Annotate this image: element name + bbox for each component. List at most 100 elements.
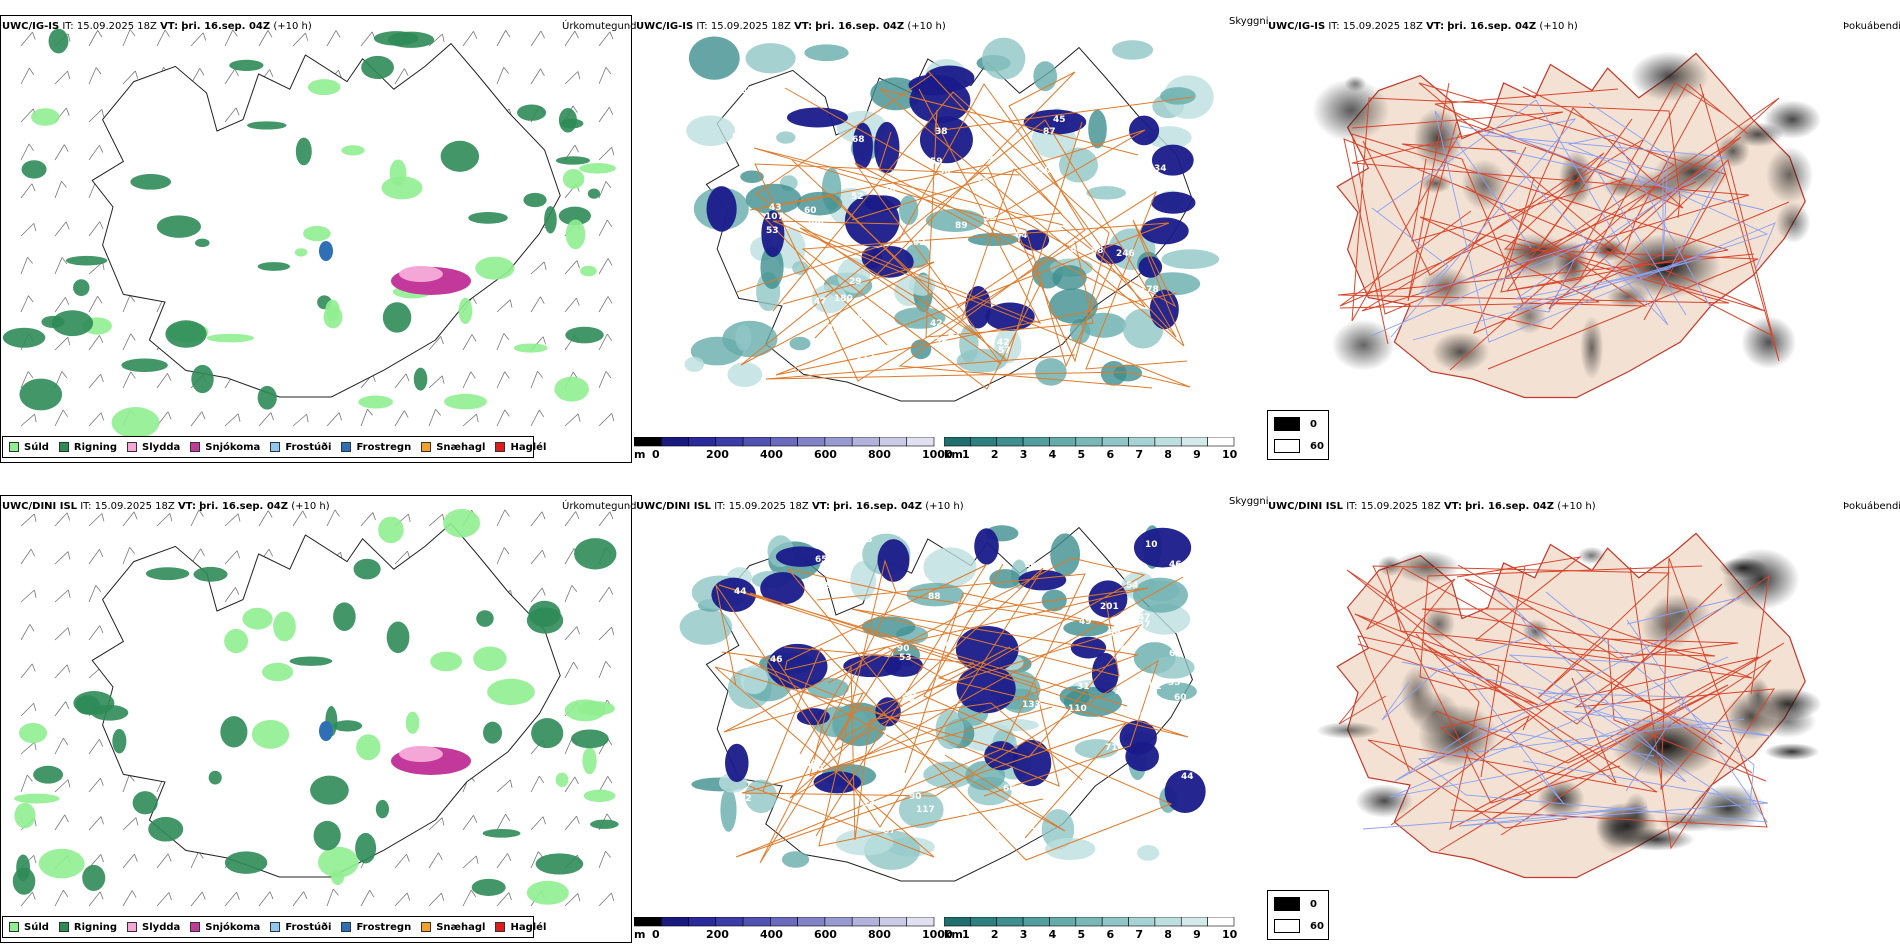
legend-item: Súld xyxy=(9,442,49,453)
colorbar-segment xyxy=(715,436,744,447)
colorbar-tick: 1 xyxy=(962,448,970,461)
visibility-colorbar: km 1 2 3 4 5 6 7 8 9 10 xyxy=(943,916,1244,951)
colorbar-tick: 6 xyxy=(1106,928,1115,941)
peak-label: 87 xyxy=(1043,127,1056,137)
legend-label: Snjókoma xyxy=(205,921,261,933)
colorbar-segment xyxy=(1180,916,1208,927)
legend-swatch xyxy=(58,442,69,452)
peak-label: 47 xyxy=(1072,98,1085,108)
colorbar-tick: 4 xyxy=(1048,448,1057,461)
colorbar-segment xyxy=(770,916,798,927)
colorbar-unit: km xyxy=(944,448,963,461)
peak-label: 46 xyxy=(1169,560,1182,570)
colorbar-segment xyxy=(851,916,880,927)
colorbar-tick: 400 xyxy=(760,928,783,941)
legend-label: Frostúði xyxy=(285,921,332,933)
legend-item: Súld xyxy=(9,922,49,933)
colorbar-tick: 200 xyxy=(706,928,729,941)
precip-type-map-2[interactable] xyxy=(0,495,632,943)
colorbar-segment xyxy=(1075,436,1103,447)
peak-label: 88 xyxy=(741,86,754,96)
fog-map-2[interactable] xyxy=(1266,516,1866,916)
peak-label: 36 xyxy=(976,177,989,187)
panel-title: UWC/DINI ISL IT: 15.09.2025 18Z VT: þri.… xyxy=(2,501,330,512)
colorbar-tick: 800 xyxy=(868,448,891,461)
peak-label: 42 xyxy=(1115,688,1128,698)
colorbar-segment xyxy=(943,916,971,927)
fog-title: Þokuábendi xyxy=(1843,21,1900,32)
precip-areas xyxy=(2,28,616,439)
colorbar-unit: m xyxy=(634,928,646,941)
colorbar-segment xyxy=(1075,916,1103,927)
fog-legend-swatch xyxy=(1274,417,1300,431)
legend-label: Rigning xyxy=(73,921,118,933)
legend-label: Haglél xyxy=(510,441,547,453)
colorbar-segment xyxy=(1049,916,1077,927)
peak-label: 53 xyxy=(766,226,779,236)
peak-label: 37 xyxy=(904,692,917,702)
colorbar-segment xyxy=(1101,436,1129,447)
peak-label: 62 xyxy=(1140,711,1153,721)
peak-label: 63 xyxy=(902,694,915,704)
peak-label: 189 xyxy=(834,155,853,165)
colorbar-segment xyxy=(1154,436,1182,447)
visibility-map-1[interactable]: 59 38 29 66 68 44 34 47 53 49 72 87 52 40 42 43 56 57 84 17… xyxy=(634,30,1254,450)
panel-title: UWC/IG-IS IT: 15.09.2025 18Z VT: þri. 16… xyxy=(636,21,946,32)
colorbar-segment xyxy=(851,436,880,447)
row-2: UWC/DINI ISL IT: 15.09.2025 18Z VT: þri.… xyxy=(0,480,1900,950)
legend-swatch xyxy=(190,922,201,932)
peak-label: 64 xyxy=(1015,231,1028,241)
peak-label: 44 xyxy=(1123,196,1136,206)
visibility-map-2[interactable]: 88 40 33 62 46 44 37 53 47 42 54 84 97 10 44 41 39 37 40 61… xyxy=(634,510,1254,930)
peak-label: 31 xyxy=(1077,682,1090,692)
peak-label: 34 xyxy=(1154,164,1167,174)
legend-swatch xyxy=(58,922,69,932)
legend-label: Slydda xyxy=(142,441,181,453)
peak-label: 110 xyxy=(1068,704,1087,714)
legend-item: Rigning xyxy=(58,442,117,453)
peak-label: 60 xyxy=(1174,693,1187,703)
precip-legend: Súld Rigning Slydda Snjókoma Frostúði Frostre… xyxy=(2,916,546,938)
peak-label: 33 xyxy=(1065,795,1078,805)
legend-item: Snjókoma xyxy=(190,922,260,933)
peak-label: 29 xyxy=(849,277,862,287)
colorbar-tick: 0 xyxy=(652,928,660,941)
visibility-colorbar: km 1 2 3 4 5 6 7 8 9 10 xyxy=(943,436,1244,471)
colorbar-tick: 200 xyxy=(706,448,729,461)
peak-label: 84 xyxy=(1091,718,1104,728)
row-1: UWC/IG-IS IT: 15.09.2025 18Z VT: þri. 16… xyxy=(0,0,1900,470)
colorbar-segment xyxy=(1207,916,1235,927)
colorbar-segment xyxy=(1101,916,1129,927)
panel-title: UWC/IG-IS IT: 15.09.2025 18Z VT: þri. 16… xyxy=(1268,21,1578,32)
peak-label: 42 xyxy=(997,338,1010,348)
legend-item: Snjókoma xyxy=(190,442,260,453)
peak-label: 300 xyxy=(805,217,824,227)
peak-label: 65 xyxy=(815,555,828,565)
precip-type-title: Úrkomutegund xyxy=(562,501,637,512)
fog-map-1[interactable] xyxy=(1266,36,1866,436)
colorbar-svg xyxy=(633,436,935,447)
visibility-map-svg-1: 59 38 29 66 68 44 34 47 53 49 72 87 52 40 42 43 56 57 84 17… xyxy=(684,36,1220,402)
precip-type-map-1[interactable] xyxy=(0,15,632,463)
roads xyxy=(736,70,1194,390)
peak-label: 56 xyxy=(938,167,951,177)
peak-label: 47 xyxy=(948,330,961,340)
colorbar-tick: 6 xyxy=(1106,448,1115,461)
legend-swatch xyxy=(495,442,506,452)
cloud-base-colorbar: m 0 200 400 600 800 1000 xyxy=(633,436,953,471)
peak-label: 10 xyxy=(1145,540,1158,550)
peak-label: 47 xyxy=(1138,613,1151,623)
fog-legend-item: 0 xyxy=(1274,897,1317,911)
legend-swatch xyxy=(190,442,201,452)
peak-label: 66 xyxy=(1070,245,1083,255)
legend-label: Snæhagl xyxy=(436,921,486,933)
legend-item: Frostúði xyxy=(270,922,331,933)
colorbar-segment xyxy=(906,916,935,927)
peak-label: 38 xyxy=(935,127,948,137)
legend-label: Snæhagl xyxy=(436,441,486,453)
colorbar-segment xyxy=(742,436,771,447)
colorbar-tick: 10 xyxy=(1222,928,1238,941)
colorbar-segment xyxy=(742,916,771,927)
peak-label: 115 xyxy=(763,170,782,180)
peak-label: 40 xyxy=(1045,788,1058,798)
